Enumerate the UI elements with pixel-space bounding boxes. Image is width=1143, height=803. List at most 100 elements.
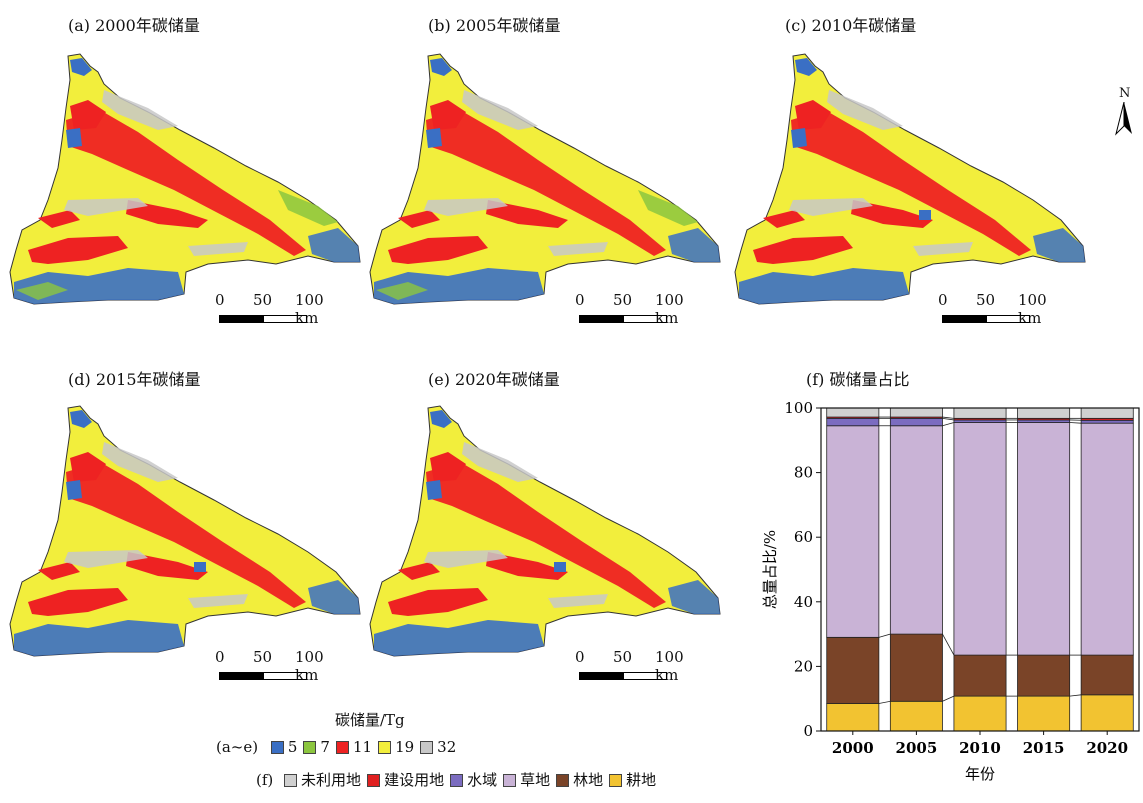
scalebar-zero: 0 (938, 291, 948, 309)
legend_maps-label: 7 (320, 738, 330, 756)
scalebar-zero: 0 (575, 648, 585, 666)
legend_chart-item: 未利用地 (284, 769, 361, 790)
legend_chart-swatch (503, 774, 517, 787)
scalebar-zero: 0 (215, 648, 225, 666)
x-tick-label: 2015 (1023, 739, 1065, 757)
connector-line (1069, 694, 1082, 697)
bar-segment-2000-2 (826, 425, 880, 638)
legend_maps-item: 19 (378, 738, 414, 756)
scalebar-c: 0 50 100 km (938, 291, 1072, 331)
bar-segment-2010-5 (953, 407, 1007, 419)
bar-segment-2020-2 (1080, 422, 1134, 656)
panel-d-title: (d) 2015年碳储量 (68, 370, 201, 389)
bar-segment-2000-1 (826, 636, 880, 704)
map-legend-title: 碳储量/Tg (335, 711, 405, 729)
panel-b-title: (b) 2005年碳储量 (428, 16, 561, 35)
legend_maps-label: 5 (287, 738, 298, 756)
panel-e-title: (e) 2020年碳储量 (428, 370, 560, 389)
x-tick-label: 2000 (832, 739, 874, 757)
bar-segment-2020-0 (1080, 694, 1134, 732)
connector-line (878, 633, 891, 638)
bar-segment-2015-5 (1017, 407, 1071, 419)
scalebar-zero: 0 (215, 291, 225, 309)
scalebar-b: 0 50 100 km (575, 291, 709, 331)
y-tick-label: 0 (803, 722, 813, 740)
bar-segment-2015-1 (1017, 654, 1071, 697)
legend_chart-item: 建设用地 (367, 769, 444, 790)
bar-segment-2005-5 (889, 407, 943, 418)
legend_maps-item: 7 (303, 738, 330, 756)
legend_chart-swatch (556, 774, 570, 787)
scalebar-mid: 50 (613, 291, 633, 309)
map-d (9, 405, 361, 657)
scalebar-zero: 0 (575, 291, 585, 309)
legend_chart-label: 未利用地 (301, 771, 362, 789)
map-c (734, 53, 1086, 305)
legend_maps-item: 32 (420, 738, 456, 756)
y-tick-label: 100 (784, 399, 813, 417)
legend_chart-swatch (609, 774, 623, 787)
map-e (369, 405, 721, 657)
north-arrow-icon (1115, 102, 1132, 136)
legend_chart-label: 水域 (467, 771, 498, 789)
north-arrow: N (1113, 86, 1135, 138)
legend_chart-swatch (367, 774, 381, 787)
chart-legend: (f) 未利用地 建设用地 水域 草地 林地 耕地 (256, 769, 662, 790)
legend_chart-label: 林地 (573, 771, 604, 789)
connector-line (878, 700, 891, 704)
bar-segment-2000-3 (826, 417, 880, 427)
bar-segment-2005-1 (889, 633, 943, 702)
scalebar-mid: 50 (613, 648, 633, 666)
legend_chart-label: 建设用地 (384, 771, 445, 789)
legend_maps-swatch (420, 741, 434, 754)
scalebar-d: 0 50 100 km (215, 648, 349, 688)
north-label: N (1119, 86, 1131, 101)
stacked-bar-chart: 0 20 40 60 80 100 2000 2005 2010 2015 2020 年份 总量占比/% (761, 399, 1140, 783)
x-tick-label: 2010 (959, 739, 1001, 757)
legend_maps-swatch (303, 741, 317, 754)
bar-segment-2005-3 (889, 417, 943, 427)
bar-segment-2010-1 (953, 654, 1007, 697)
legend_chart-label: 耕地 (626, 771, 657, 789)
legend_chart-item: 耕地 (609, 769, 656, 790)
y-axis-label: 总量占比/% (761, 530, 779, 609)
bar-segment-2020-3 (1080, 419, 1134, 424)
connector-line (942, 422, 955, 427)
legend_chart-item: 草地 (503, 769, 550, 790)
connector-line (942, 695, 955, 702)
x-tick-label: 2020 (1086, 739, 1128, 757)
connector-line (1069, 422, 1082, 424)
legend_chart-swatch (450, 774, 464, 787)
panel-c-title: (c) 2010年碳储量 (785, 16, 917, 35)
map-legend: (a~e) 5 7 11 19 32 (216, 738, 462, 756)
legend_maps-label: 32 (437, 738, 457, 756)
connector-line (942, 633, 955, 656)
scalebar-mid: 50 (253, 291, 273, 309)
y-tick-label: 20 (794, 657, 813, 675)
bar-segment-2005-0 (889, 700, 943, 732)
bar-segment-2010-2 (953, 422, 1007, 656)
scalebar-a: 0 50 100 km (215, 291, 349, 331)
bar-segment-2000-5 (826, 407, 880, 418)
legend_maps-swatch (335, 741, 349, 754)
legend_chart-item: 林地 (556, 769, 603, 790)
bar-segment-2015-0 (1017, 695, 1071, 732)
map-a (9, 53, 361, 305)
legend_maps-swatch (378, 741, 392, 754)
scalebar-e: 0 50 100 km (575, 648, 709, 688)
bar-segment-2010-0 (953, 695, 1007, 732)
map-legend-prefix: (a~e) (216, 738, 259, 756)
legend_maps-label: 11 (352, 738, 373, 756)
connector-line (942, 417, 954, 421)
connector-line (942, 416, 954, 419)
panel-f-title: (f) 碳储量占比 (806, 370, 910, 389)
x-tick-label: 2005 (896, 739, 938, 757)
legend_maps-swatch (270, 741, 284, 754)
x-axis-label: 年份 (965, 765, 995, 783)
legend_chart-swatch (284, 774, 298, 787)
chart-legend-prefix: (f) (256, 771, 274, 789)
legend_maps-item: 11 (335, 738, 373, 756)
panel-a-title: (a) 2000年碳储量 (68, 16, 200, 35)
y-tick-label: 60 (794, 528, 813, 546)
bar-segment-2020-1 (1080, 654, 1134, 696)
